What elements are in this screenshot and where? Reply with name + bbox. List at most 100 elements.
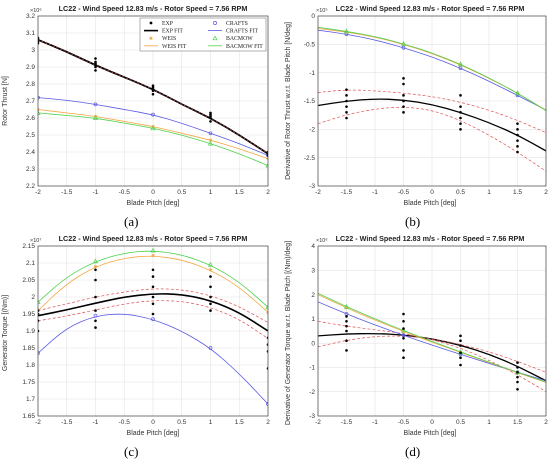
panel-d-y-tick-label: -3 [309, 413, 315, 420]
panel-d-x-tick-label: 2 [544, 419, 548, 426]
panel-c-y-tick-label: 2.15 [22, 243, 35, 250]
panel-c-y-tick-label: 1.65 [22, 413, 35, 420]
panel-b-exp-point [459, 128, 462, 131]
panel-a-y-tick-label: 2.7 [26, 98, 35, 105]
panel-b-exp-point [402, 77, 405, 80]
panel-a-y-tick-label: 2.9 [26, 64, 35, 71]
panel-a-legend-entry-label: BACMOW [226, 36, 253, 42]
panel-c-series-group [38, 247, 268, 406]
panel-c-y-tick-label: 1.9 [26, 328, 35, 335]
panel-c-crafts-point [93, 313, 98, 318]
panel-b-series-group [318, 26, 546, 172]
panel-b-y-tick-label: -1.5 [304, 98, 316, 105]
panel-c-exp-point [151, 268, 155, 272]
panel-a-bacmow-line [38, 112, 268, 166]
panel-c-y-tick-label: 2.05 [22, 277, 35, 284]
panel-d-exp-point [516, 366, 519, 369]
panel-a-axes-frame [37, 15, 269, 187]
panel-b-weis-point [344, 30, 349, 34]
panel-c-bacmow-point [38, 299, 41, 305]
panel-b-title: LC22 - Wind Speed 12.83 m/s - Rotor Spee… [336, 4, 525, 13]
panel-b-exp-point [402, 105, 405, 108]
panel-c-bacmow-line [38, 250, 268, 308]
panel-a-legend-entry-label: WEIS FIT [162, 44, 187, 50]
panel-a-x-axis-label: Blade Pitch [deg] [127, 200, 180, 207]
panel-a-y-tick-label: 3 [31, 47, 35, 54]
panel-c-exp-line [38, 293, 268, 332]
panel-a-exp-point [151, 87, 155, 91]
panel-d-exp-point [459, 363, 462, 367]
panel-d-exp-point [459, 356, 462, 360]
panel-a-caption: (a) [124, 214, 138, 229]
panel-d-exp-point [516, 370, 519, 374]
panel-d-x-tick-label: 1 [487, 419, 491, 426]
panel-c-bacmow-point [265, 304, 268, 310]
panel-a-weis-point [208, 138, 213, 142]
panel-b-caption: (b) [405, 214, 420, 229]
panel-b-crafts-point [401, 45, 406, 50]
panel-b-exp-point [459, 94, 462, 97]
panel-a-y-tick-label: 3.1 [26, 30, 35, 37]
panel-b-exp-point [345, 105, 348, 108]
panel-a-bacmow-point [150, 125, 156, 131]
panel-c-exp-point [209, 295, 212, 299]
panel-b-y-tick-label: -3 [309, 183, 315, 190]
panel-d-x-tick-label: -1.5 [341, 419, 353, 426]
panel-c-exp-point [151, 275, 155, 278]
panel-d-axes-frame [317, 245, 547, 417]
panel-b-bound_hi-line [318, 89, 546, 134]
panel-d-y-tick-label: -1 [309, 365, 315, 372]
panel-c-x-tick-label: 2 [266, 419, 270, 426]
panel-a-legend-entry-label: BACMOW FIT [226, 44, 263, 50]
panel-d-x-tick-label: -2 [315, 419, 321, 426]
panel-b-exp-point [345, 111, 348, 114]
panel-a-exp-point [151, 92, 155, 96]
panel-d-bacmow-point [400, 327, 407, 333]
panel-b-y-tick-label: -2 [309, 127, 315, 134]
panel-d-series-group [318, 292, 546, 393]
panel-b-bacmow-line [318, 26, 546, 111]
panel-c-axes-frame [37, 245, 269, 417]
panel-b-bacmow-point [457, 61, 464, 67]
panel-b-x-axis-label: Blade Pitch [deg] [404, 200, 457, 207]
panel-a-exp-point [151, 84, 155, 87]
panel-d-exp-point [516, 387, 519, 391]
panel-a-crafts-point [151, 112, 155, 117]
panel-b: LC22 - Wind Speed 12.83 m/s - Rotor Spee… [285, 4, 548, 229]
panel-b-x-tick-label: 0 [430, 189, 434, 196]
panel-c-caption: (c) [124, 444, 138, 459]
panel-b-exp-point [516, 128, 519, 131]
panel-b-exp-point [459, 111, 462, 114]
panel-c-x-tick-label: 1.5 [235, 419, 244, 426]
panel-b-crafts-line [318, 29, 546, 111]
panel-d: LC22 - Wind Speed 12.83 m/s - Rotor Spee… [285, 234, 548, 459]
panel-d-exp-point [345, 349, 348, 352]
panel-a-legend-entry-label: WEIS [162, 36, 176, 42]
panel-a-legend-entry-label: EXP [162, 21, 173, 27]
panel-c-title: LC22 - Wind Speed 12.83 m/s - Rotor Spee… [59, 234, 248, 243]
panel-b-exp-point [402, 99, 405, 103]
panel-d-exp-point [459, 344, 462, 347]
panel-c-exp-point [94, 268, 97, 272]
panel-d-bacmow-point [343, 303, 350, 309]
panel-c-y-axis-label: Generator Torque [(Nm)] [2, 295, 9, 371]
panel-b-exp-point [345, 99, 348, 103]
panel-a-exp-point [94, 69, 97, 72]
panel-a-exp-point [94, 57, 97, 60]
panel-a-series-group [38, 36, 268, 168]
panel-b-y-exponent: ×10⁵ [316, 7, 328, 14]
panel-a: LC22 - Wind Speed 12.83 m/s - Rotor Spee… [2, 4, 270, 229]
panel-d-exp-point [345, 324, 348, 328]
panel-c-exp-point [151, 285, 155, 289]
panel-c-weis-point [208, 268, 213, 272]
panel-b-exp-line [318, 98, 546, 152]
panel-d-x-axis-label: Blade Pitch [deg] [404, 430, 457, 437]
panel-d-exp-point [402, 319, 405, 323]
panel-a-bacmow-point [207, 140, 214, 146]
panel-d-x-tick-label: -0.5 [398, 419, 410, 426]
panel-a-y-tick-label: 2.8 [26, 81, 35, 88]
panel-b-bacmow-point [514, 90, 521, 96]
panel-a-x-tick-label: -2 [35, 189, 41, 196]
panel-c-weis-point [151, 253, 155, 258]
